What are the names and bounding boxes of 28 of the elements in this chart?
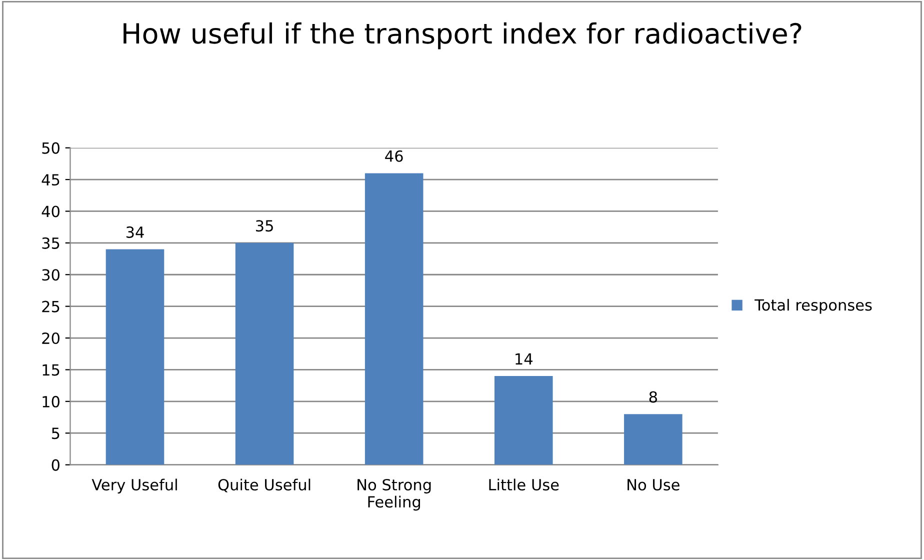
y-tick-label: 0	[52, 459, 60, 471]
y-tick-label: 50	[42, 142, 60, 154]
y-tick-label: 45	[42, 174, 60, 186]
bar	[494, 376, 553, 465]
bar	[235, 242, 294, 465]
y-tick-label: 30	[42, 269, 60, 281]
y-tick-label: 15	[42, 364, 60, 376]
x-tick-label: No Strong Feeling	[358, 478, 431, 511]
data-label: 14	[516, 353, 532, 365]
y-tick-label: 10	[42, 396, 60, 408]
x-tick-label: Quite Useful	[218, 478, 310, 492]
data-label: 34	[126, 226, 144, 238]
y-tick-label: 25	[42, 300, 60, 312]
bar	[364, 173, 424, 465]
y-tick-label: 35	[42, 237, 60, 249]
x-tick-label: Very Useful	[92, 478, 177, 494]
y-tick-label: 5	[52, 428, 60, 440]
x-tick-label: Little Use	[489, 478, 559, 491]
legend-label: Total responses	[754, 298, 872, 314]
bar	[624, 414, 682, 465]
y-tick-label: 20	[42, 332, 60, 344]
bar	[106, 249, 164, 465]
x-tick-label: No Use	[628, 479, 680, 491]
y-tick-label: 40	[42, 206, 60, 218]
data-label: 46	[385, 150, 403, 162]
chart-title: How useful if the transport index for radioactive?	[124, 22, 802, 50]
data-label: 8	[649, 391, 657, 403]
data-label: 35	[256, 220, 273, 232]
